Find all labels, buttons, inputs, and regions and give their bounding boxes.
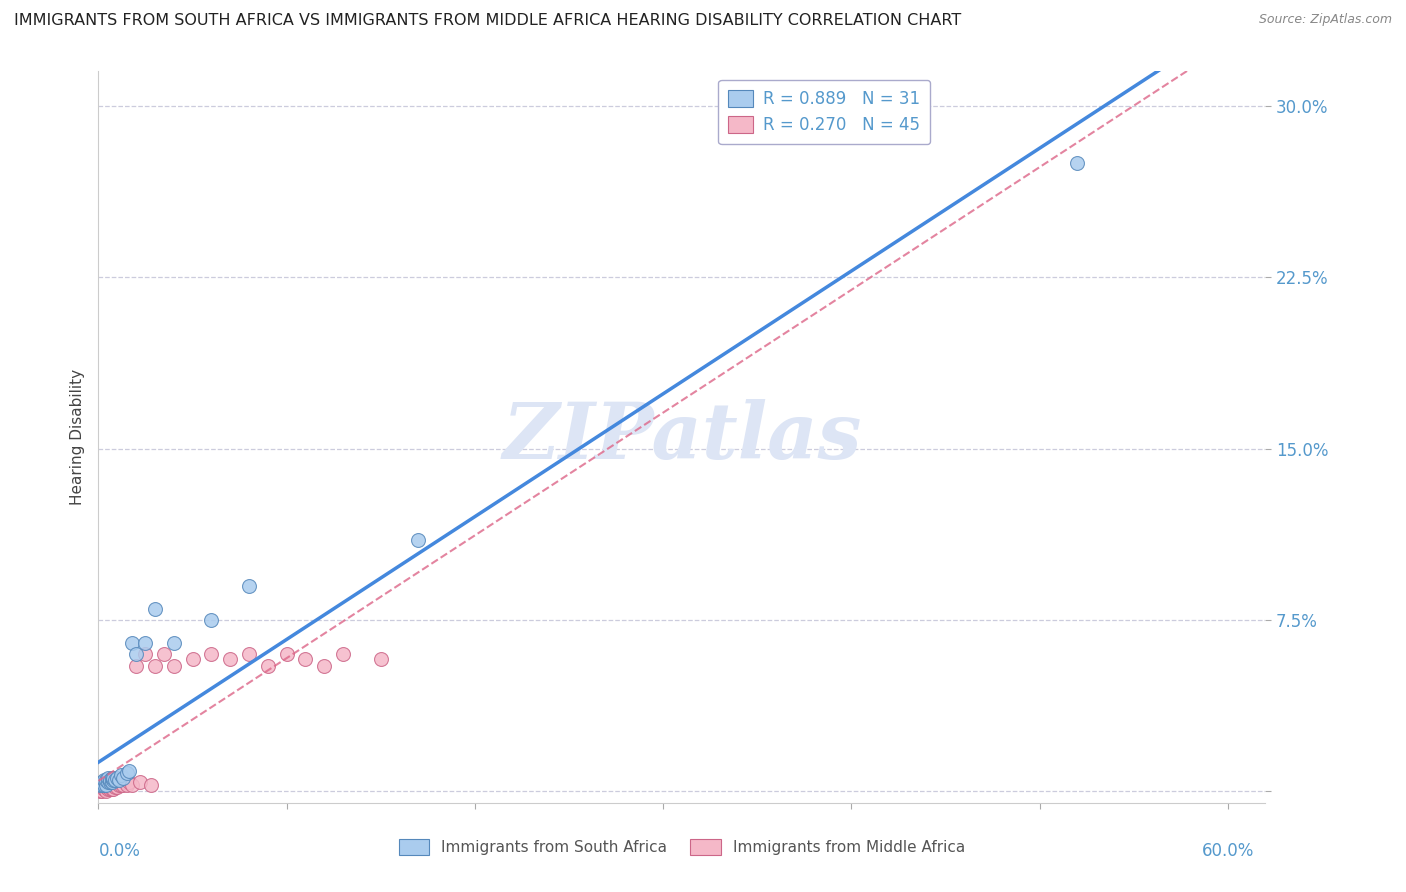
Point: [93, 775, 115, 789]
Point: [117, 775, 139, 789]
Point: [108, 772, 131, 787]
Point: [370, 652, 392, 666]
Point: [114, 775, 136, 789]
Point: [111, 778, 134, 792]
Point: [238, 579, 260, 593]
Point: [97, 780, 120, 794]
Point: [103, 782, 125, 797]
Point: [104, 780, 127, 794]
Point: [111, 771, 134, 785]
Point: [276, 647, 298, 661]
Point: [125, 647, 148, 661]
Point: [89, 784, 111, 798]
Point: [98, 778, 121, 792]
Point: [200, 613, 222, 627]
Point: [91, 778, 114, 792]
Point: [93, 778, 115, 792]
Point: [117, 764, 139, 778]
Point: [134, 647, 156, 661]
Point: [163, 636, 186, 650]
Point: [121, 636, 143, 650]
Point: [219, 652, 242, 666]
Point: [93, 772, 115, 787]
Point: [94, 778, 117, 792]
Point: [97, 775, 120, 789]
Point: [110, 768, 132, 782]
Point: [94, 772, 117, 787]
Point: [103, 771, 125, 785]
Point: [115, 778, 138, 792]
Point: [93, 780, 115, 794]
Point: [98, 775, 121, 789]
Point: [121, 778, 143, 792]
Point: [97, 782, 120, 797]
Point: [98, 772, 121, 787]
Point: [91, 775, 114, 789]
Point: [115, 766, 138, 780]
Point: [105, 780, 128, 794]
Point: [314, 658, 336, 673]
Point: [94, 775, 117, 789]
Text: Source: ZipAtlas.com: Source: ZipAtlas.com: [1258, 13, 1392, 27]
Point: [104, 772, 127, 787]
Point: [103, 778, 125, 792]
Text: 60.0%: 60.0%: [1202, 842, 1254, 860]
Point: [1066, 155, 1088, 169]
Point: [125, 658, 148, 673]
Point: [100, 775, 122, 789]
Point: [93, 782, 115, 797]
Point: [110, 778, 132, 792]
Text: 0.0%: 0.0%: [98, 842, 141, 860]
Point: [94, 784, 117, 798]
Point: [94, 780, 117, 794]
Point: [408, 533, 430, 547]
Point: [98, 782, 121, 797]
Point: [181, 652, 204, 666]
Text: ZIPatlas: ZIPatlas: [502, 399, 862, 475]
Text: IMMIGRANTS FROM SOUTH AFRICA VS IMMIGRANTS FROM MIDDLE AFRICA HEARING DISABILITY: IMMIGRANTS FROM SOUTH AFRICA VS IMMIGRAN…: [14, 13, 962, 29]
Point: [163, 658, 186, 673]
Point: [100, 778, 122, 792]
Point: [89, 780, 111, 794]
Point: [108, 778, 131, 792]
Point: [100, 771, 122, 785]
Point: [97, 775, 120, 789]
Point: [139, 778, 162, 792]
Point: [332, 647, 354, 661]
Point: [89, 778, 111, 792]
Point: [91, 778, 114, 792]
Point: [100, 782, 122, 797]
Point: [91, 784, 114, 798]
Point: [105, 771, 128, 785]
Point: [200, 647, 222, 661]
Point: [128, 775, 150, 789]
Point: [294, 652, 316, 666]
Point: [153, 647, 176, 661]
Point: [134, 636, 156, 650]
Point: [256, 658, 278, 673]
Y-axis label: Hearing Disability: Hearing Disability: [69, 369, 84, 505]
Point: [238, 647, 260, 661]
Point: [103, 772, 125, 787]
Point: [143, 601, 166, 615]
Point: [97, 771, 120, 785]
Point: [143, 658, 166, 673]
Legend: Immigrants from South Africa, Immigrants from Middle Africa: Immigrants from South Africa, Immigrants…: [392, 833, 972, 861]
